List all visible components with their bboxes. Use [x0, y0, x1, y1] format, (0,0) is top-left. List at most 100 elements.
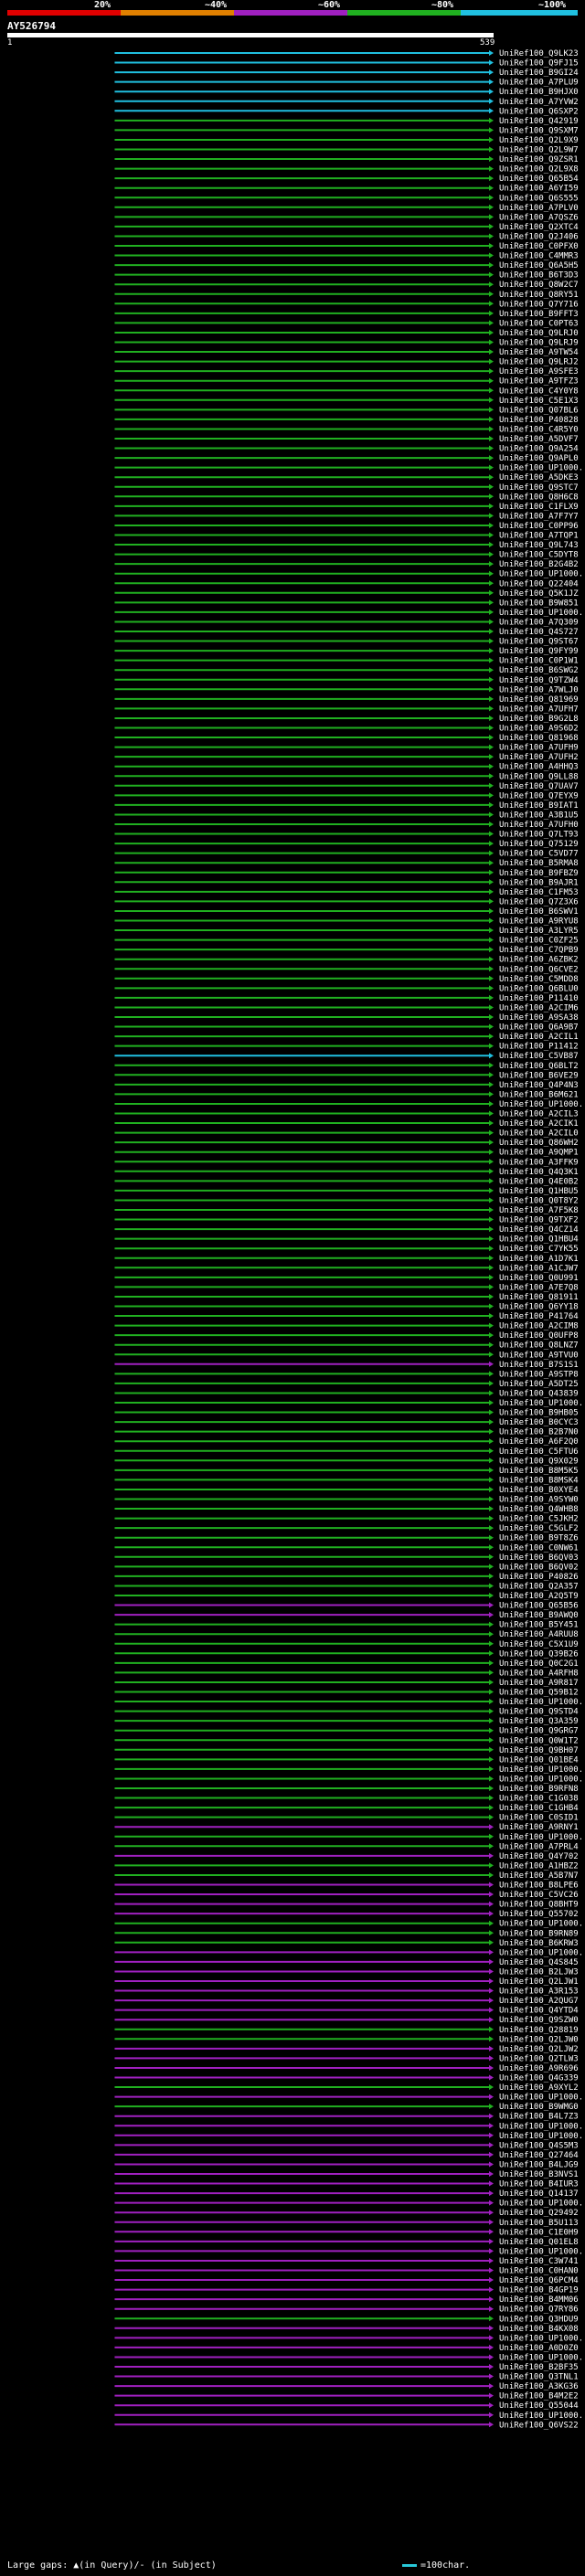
hit-label[interactable]: UniRef100_Q9STC7: [499, 483, 579, 493]
hit-label[interactable]: UniRef100_A1D7K1: [499, 1255, 579, 1264]
hit-label[interactable]: UniRef100_A3R153: [499, 1988, 579, 1997]
hit-label[interactable]: UniRef100_C0PP96: [499, 522, 579, 531]
hit-label[interactable]: UniRef100_Q59B12: [499, 1689, 579, 1698]
hit-label[interactable]: UniRef100_Q42919: [499, 117, 579, 126]
hit-label[interactable]: UniRef100_Q4G339: [499, 2074, 579, 2083]
hit-label[interactable]: UniRef100_P11410: [499, 994, 579, 1003]
hit-label[interactable]: UniRef100_A4RUU8: [499, 1630, 579, 1639]
hit-label[interactable]: UniRef100_A9SYW0: [499, 1496, 579, 1505]
hit-label[interactable]: UniRef100_Q9A254: [499, 445, 579, 454]
hit-label[interactable]: UniRef100_Q4E0B2: [499, 1177, 579, 1186]
hit-label[interactable]: UniRef100_B9IAT1: [499, 801, 579, 811]
hit-label[interactable]: UniRef100_C1G038: [499, 1795, 579, 1804]
hit-label[interactable]: UniRef100_Q3HDU9: [499, 2315, 579, 2324]
hit-label[interactable]: UniRef100_Q4S5M3: [499, 2141, 579, 2150]
hit-label[interactable]: UniRef100_Q8W2C7: [499, 281, 579, 290]
hit-label[interactable]: UniRef100_B4KX08: [499, 2325, 579, 2334]
hit-label[interactable]: UniRef100_A7PLU9: [499, 79, 579, 88]
hit-label[interactable]: UniRef100_Q9L743: [499, 541, 579, 550]
hit-label[interactable]: UniRef100_B4IUR3: [499, 2180, 579, 2189]
hit-label[interactable]: UniRef100_UP1000...: [499, 2200, 585, 2209]
hit-label[interactable]: UniRef100_Q9LRJ2: [499, 358, 579, 367]
hit-label[interactable]: UniRef100_P41764: [499, 1312, 579, 1321]
hit-label[interactable]: UniRef100_B5RMA8: [499, 859, 579, 868]
hit-label[interactable]: UniRef100_B6T3D3: [499, 271, 579, 281]
hit-label[interactable]: UniRef100_Q9SZW0: [499, 2016, 579, 2025]
hit-label[interactable]: UniRef100_B5Y451: [499, 1621, 579, 1630]
hit-label[interactable]: UniRef100_Q9FY99: [499, 647, 579, 656]
hit-label[interactable]: UniRef100_A9R817: [499, 1679, 579, 1688]
hit-label[interactable]: UniRef100_Q9LL88: [499, 772, 579, 781]
hit-label[interactable]: UniRef100_A3KG36: [499, 2382, 579, 2391]
hit-label[interactable]: UniRef100_B6KRW3: [499, 1939, 579, 1948]
hit-label[interactable]: UniRef100_A7UFH7: [499, 705, 579, 714]
hit-label[interactable]: UniRef100_B9G2L8: [499, 715, 579, 724]
hit-label[interactable]: UniRef100_Q9APL0: [499, 454, 579, 463]
hit-label[interactable]: UniRef100_A2CIL3: [499, 1110, 579, 1119]
hit-label[interactable]: UniRef100_UP1000...: [499, 2122, 585, 2131]
hit-label[interactable]: UniRef100_Q9TZW4: [499, 676, 579, 685]
hit-label[interactable]: UniRef100_B9RN89: [499, 1929, 579, 1938]
hit-label[interactable]: UniRef100_Q6PCM4: [499, 2276, 579, 2285]
hit-label[interactable]: UniRef100_Q9ZSR1: [499, 155, 579, 164]
hit-label[interactable]: UniRef100_Q2L9W7: [499, 146, 579, 155]
hit-label[interactable]: UniRef100_C4MMR3: [499, 252, 579, 261]
hit-label[interactable]: UniRef100_A2CIM8: [499, 1322, 579, 1331]
hit-label[interactable]: UniRef100_Q01BE4: [499, 1755, 579, 1765]
hit-label[interactable]: UniRef100_A6ZBK2: [499, 956, 579, 965]
hit-label[interactable]: UniRef100_A9S6D2: [499, 725, 579, 734]
hit-label[interactable]: UniRef100_A3B1U5: [499, 811, 579, 820]
hit-label[interactable]: UniRef100_C4Y0Y8: [499, 387, 579, 396]
hit-label[interactable]: UniRef100_A2Q5T9: [499, 1592, 579, 1601]
hit-label[interactable]: UniRef100_A7UFH9: [499, 744, 579, 753]
hit-label[interactable]: UniRef100_Q2XTC4: [499, 223, 579, 232]
hit-label[interactable]: UniRef100_A2QUG7: [499, 1997, 579, 2006]
hit-label[interactable]: UniRef100_A4HHQ3: [499, 763, 579, 772]
hit-label[interactable]: UniRef100_P40826: [499, 1573, 579, 1582]
hit-label[interactable]: UniRef100_Q2L9X9: [499, 136, 579, 145]
hit-label[interactable]: UniRef100_A9TVU0: [499, 1351, 579, 1360]
hit-label[interactable]: UniRef100_UP1000...: [499, 570, 585, 579]
hit-label[interactable]: UniRef100_B8M5K5: [499, 1467, 579, 1476]
hit-label[interactable]: UniRef100_B3NVS1: [499, 2170, 579, 2179]
hit-label[interactable]: UniRef100_C5VD77: [499, 850, 579, 859]
hit-label[interactable]: UniRef100_Q8RY51: [499, 291, 579, 300]
hit-label[interactable]: UniRef100_B0XYE4: [499, 1486, 579, 1495]
hit-label[interactable]: UniRef100_Q0T8Y2: [499, 1196, 579, 1205]
hit-label[interactable]: UniRef100_Q6VS22: [499, 2421, 579, 2430]
hit-label[interactable]: UniRef100_Q81969: [499, 695, 579, 705]
hit-label[interactable]: UniRef100_UP1000...: [499, 1920, 585, 1929]
hit-label[interactable]: UniRef100_C1GHB4: [499, 1804, 579, 1813]
hit-label[interactable]: UniRef100_A1CJW7: [499, 1264, 579, 1273]
hit-label[interactable]: UniRef100_B2LJW3: [499, 1967, 579, 1977]
hit-label[interactable]: UniRef100_C0PT63: [499, 319, 579, 328]
hit-label[interactable]: UniRef100_C5DYT8: [499, 551, 579, 560]
hit-label[interactable]: UniRef100_C3W741: [499, 2257, 579, 2266]
hit-label[interactable]: UniRef100_A2CIK1: [499, 1119, 579, 1129]
hit-label[interactable]: UniRef100_Q1HBU5: [499, 1187, 579, 1196]
hit-label[interactable]: UniRef100_A3LYR5: [499, 927, 579, 936]
hit-label[interactable]: UniRef100_UP1000...: [499, 2353, 585, 2362]
hit-label[interactable]: UniRef100_Q75129: [499, 840, 579, 849]
hit-label[interactable]: UniRef100_Q8LNZ7: [499, 1341, 579, 1351]
hit-label[interactable]: UniRef100_A7UFH0: [499, 821, 579, 830]
hit-label[interactable]: UniRef100_A7PRL4: [499, 1842, 579, 1851]
hit-label[interactable]: UniRef100_Q55702: [499, 1910, 579, 1919]
hit-label[interactable]: UniRef100_C0HAN0: [499, 2267, 579, 2276]
hit-label[interactable]: UniRef100_A7QSZ6: [499, 213, 579, 222]
hit-label[interactable]: UniRef100_Q2TLW3: [499, 2054, 579, 2063]
hit-label[interactable]: UniRef100_UP1000...: [499, 1948, 585, 1957]
hit-label[interactable]: UniRef100_B4L7Z3: [499, 2113, 579, 2122]
hit-label[interactable]: UniRef100_Q5K1JZ: [499, 589, 579, 599]
hit-label[interactable]: UniRef100_B9T8Z6: [499, 1534, 579, 1543]
hit-label[interactable]: UniRef100_A5B7N7: [499, 1871, 579, 1881]
hit-label[interactable]: UniRef100_UP1000...: [499, 2334, 585, 2343]
hit-label[interactable]: UniRef100_Q0C2G1: [499, 1659, 579, 1669]
hit-label[interactable]: UniRef100_B9W851: [499, 599, 579, 608]
hit-label[interactable]: UniRef100_Q0UFP8: [499, 1331, 579, 1341]
hit-label[interactable]: UniRef100_A5DT25: [499, 1380, 579, 1389]
hit-label[interactable]: UniRef100_A9TFZ3: [499, 377, 579, 387]
hit-label[interactable]: UniRef100_Q6SXP2: [499, 107, 579, 116]
hit-label[interactable]: UniRef100_Q28819: [499, 2026, 579, 2035]
hit-label[interactable]: UniRef100_Q4Q3K1: [499, 1168, 579, 1177]
